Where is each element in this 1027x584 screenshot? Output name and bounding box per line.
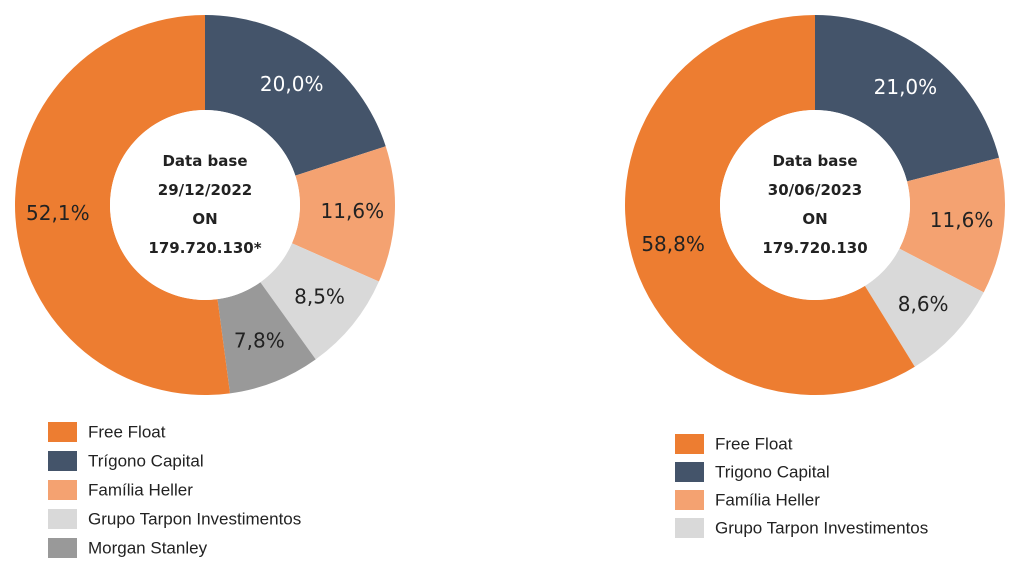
legend-label: Free Float (715, 434, 793, 453)
legend-swatch (675, 518, 704, 538)
slice-label: 8,5% (294, 284, 345, 308)
legend-swatch (48, 509, 77, 529)
donut-slice (291, 146, 396, 282)
donut-slice (14, 15, 230, 395)
slice-label: 7,8% (234, 329, 285, 353)
legend-swatch (675, 462, 704, 482)
center-text: ON (192, 210, 217, 228)
donut-hole (110, 110, 300, 300)
legend-swatch (48, 422, 77, 442)
donut-slice (899, 157, 1005, 293)
slice-label: 58,8% (641, 232, 705, 256)
donut-chart: 20,0% 11,6% 8,5% 7,8% 52,1% Data base 29/12/20… (14, 15, 396, 395)
slice-label: 21,0% (874, 75, 938, 99)
donut-slice (217, 282, 316, 394)
legend-label: Trígono Capital (88, 451, 204, 470)
donut-slice (205, 15, 386, 176)
donut-slice (815, 15, 1000, 182)
slice-label: 8,6% (898, 292, 949, 316)
legend-label: Morgan Stanley (88, 538, 208, 557)
donut-chart: 21,0% 11,6% 8,6% 58,8% Data base 30/06/2023 ON… (625, 15, 1005, 395)
center-text: Data base (162, 152, 247, 170)
donut-slice (625, 15, 915, 395)
donut-slice (864, 248, 984, 367)
legend-label: Família Heller (715, 490, 820, 509)
slice-label: 52,1% (26, 201, 90, 225)
donut-hole (720, 110, 910, 300)
center-text: Data base (772, 152, 857, 170)
center-text: 29/12/2022 (158, 181, 252, 199)
center-text: 179.720.130* (148, 239, 261, 257)
legend-swatch (48, 480, 77, 500)
center-text: 179.720.130 (762, 239, 867, 257)
legend-swatch (48, 538, 77, 558)
legend: Free Float Trígono Capital Família Heller G… (48, 422, 301, 558)
slice-label: 11,6% (930, 208, 994, 232)
legend: Free Float Trigono Capital Família Heller G… (675, 434, 928, 538)
legend-label: Grupo Tarpon Investimentos (88, 509, 301, 528)
legend-swatch (48, 451, 77, 471)
legend-swatch (675, 434, 704, 454)
center-text: ON (802, 210, 827, 228)
slice-label: 11,6% (321, 199, 385, 223)
center-text: 30/06/2023 (768, 181, 862, 199)
legend-swatch (675, 490, 704, 510)
legend-label: Grupo Tarpon Investimentos (715, 518, 928, 537)
legend-label: Trigono Capital (715, 462, 830, 481)
legend-label: Família Heller (88, 480, 193, 499)
slice-label: 20,0% (260, 72, 324, 96)
donut-slice (260, 243, 379, 360)
legend-label: Free Float (88, 422, 166, 441)
